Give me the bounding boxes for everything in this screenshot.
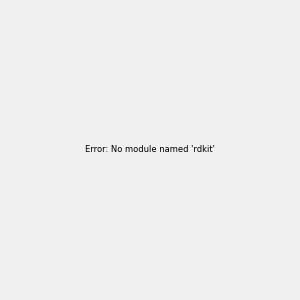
Text: Error: No module named 'rdkit': Error: No module named 'rdkit' — [85, 146, 215, 154]
